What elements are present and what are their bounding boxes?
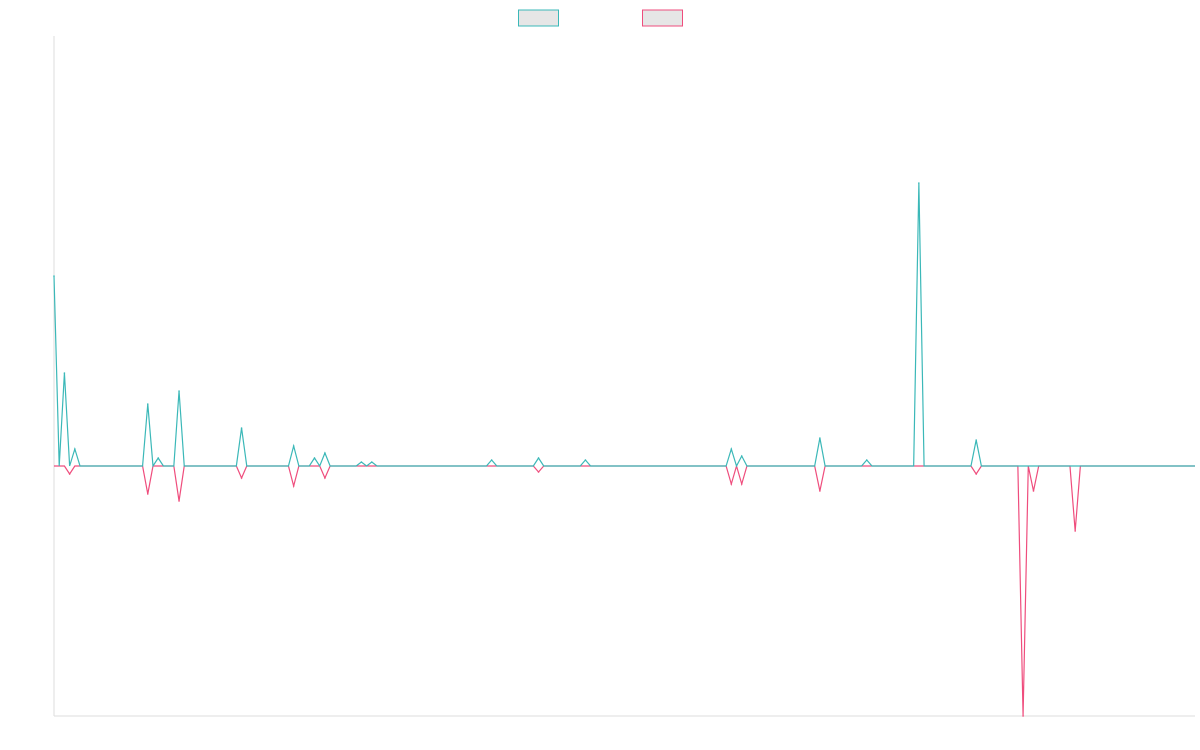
series-0-point-59	[360, 461, 363, 463]
series-0-point-50	[313, 457, 316, 459]
series-0-point-2	[63, 372, 66, 374]
series-1-point-186	[1022, 715, 1024, 717]
series-0-point-24	[178, 390, 180, 392]
series-1-point-24	[178, 500, 180, 502]
series-0-point-52	[324, 452, 326, 454]
series-0-point-130	[730, 448, 733, 450]
series-line-1	[54, 463, 1195, 717]
legend-item-1[interactable]	[642, 9, 683, 27]
series-0-point-46	[292, 445, 295, 447]
axes	[53, 36, 1195, 717]
legend-swatch-1	[642, 9, 683, 27]
series-1-point-93	[537, 471, 540, 473]
series-0-point-166	[918, 182, 920, 184]
series-1-point-52	[324, 477, 326, 479]
series-0-point-36	[240, 427, 243, 429]
series-0-point-61	[371, 461, 373, 463]
series-1-point-132	[740, 483, 743, 485]
series-1-point-36	[240, 477, 243, 479]
series-0-point-147	[819, 437, 821, 439]
series-0-point-84	[490, 459, 493, 461]
series-1-point-147	[819, 490, 821, 492]
series-1-point-130	[730, 483, 733, 485]
series-0-point-0	[53, 275, 55, 277]
series-layer	[53, 182, 1195, 717]
legend-swatch-0	[518, 9, 559, 27]
series-1-point-177	[975, 473, 977, 475]
series-1-point-196	[1074, 530, 1076, 532]
series-0-point-4	[74, 448, 76, 450]
series-0-point-177	[975, 439, 977, 441]
series-0-point-20	[157, 457, 159, 459]
series-line-0	[53, 182, 1195, 468]
series-0-point-156	[865, 459, 868, 461]
series-0-point-18	[146, 403, 149, 405]
series-1-point-18	[146, 493, 149, 495]
series-0-point-132	[740, 455, 743, 457]
legend-item-0[interactable]	[518, 9, 559, 27]
series-0-point-93	[537, 457, 540, 459]
series-1-point-3	[68, 473, 71, 475]
series-0-point-102	[584, 459, 587, 461]
legend	[518, 9, 683, 27]
series-1-point-46	[292, 485, 295, 487]
series-1-point-188	[1032, 490, 1035, 492]
